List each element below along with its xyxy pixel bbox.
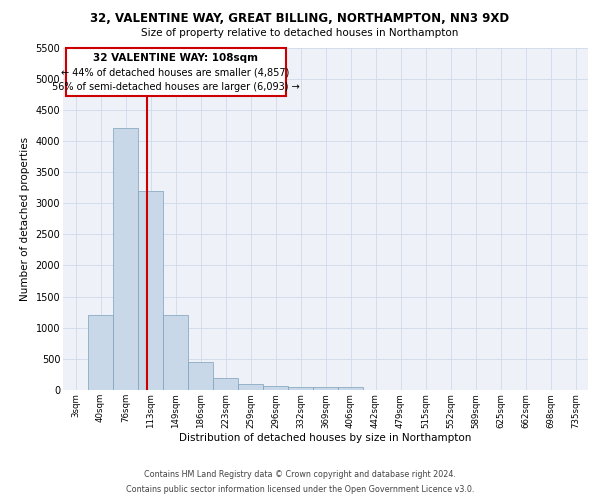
Y-axis label: Number of detached properties: Number of detached properties <box>20 136 30 301</box>
Bar <box>88 316 113 390</box>
Text: 56% of semi-detached houses are larger (6,093) →: 56% of semi-detached houses are larger (… <box>52 82 299 92</box>
FancyBboxPatch shape <box>65 48 286 96</box>
Bar <box>238 384 263 390</box>
Text: 32, VALENTINE WAY, GREAT BILLING, NORTHAMPTON, NN3 9XD: 32, VALENTINE WAY, GREAT BILLING, NORTHA… <box>91 12 509 26</box>
Bar <box>338 387 363 390</box>
X-axis label: Distribution of detached houses by size in Northampton: Distribution of detached houses by size … <box>179 433 472 443</box>
Bar <box>263 386 288 390</box>
Bar <box>138 190 163 390</box>
Text: Size of property relative to detached houses in Northampton: Size of property relative to detached ho… <box>142 28 458 38</box>
Bar <box>188 362 213 390</box>
Bar <box>288 387 313 390</box>
Bar <box>213 378 238 390</box>
Bar <box>313 387 338 390</box>
Text: Contains public sector information licensed under the Open Government Licence v3: Contains public sector information licen… <box>126 485 474 494</box>
Text: ← 44% of detached houses are smaller (4,857): ← 44% of detached houses are smaller (4,… <box>61 68 290 78</box>
Bar <box>113 128 138 390</box>
Text: Contains HM Land Registry data © Crown copyright and database right 2024.: Contains HM Land Registry data © Crown c… <box>144 470 456 479</box>
Bar <box>163 316 188 390</box>
Text: 32 VALENTINE WAY: 108sqm: 32 VALENTINE WAY: 108sqm <box>93 53 258 63</box>
